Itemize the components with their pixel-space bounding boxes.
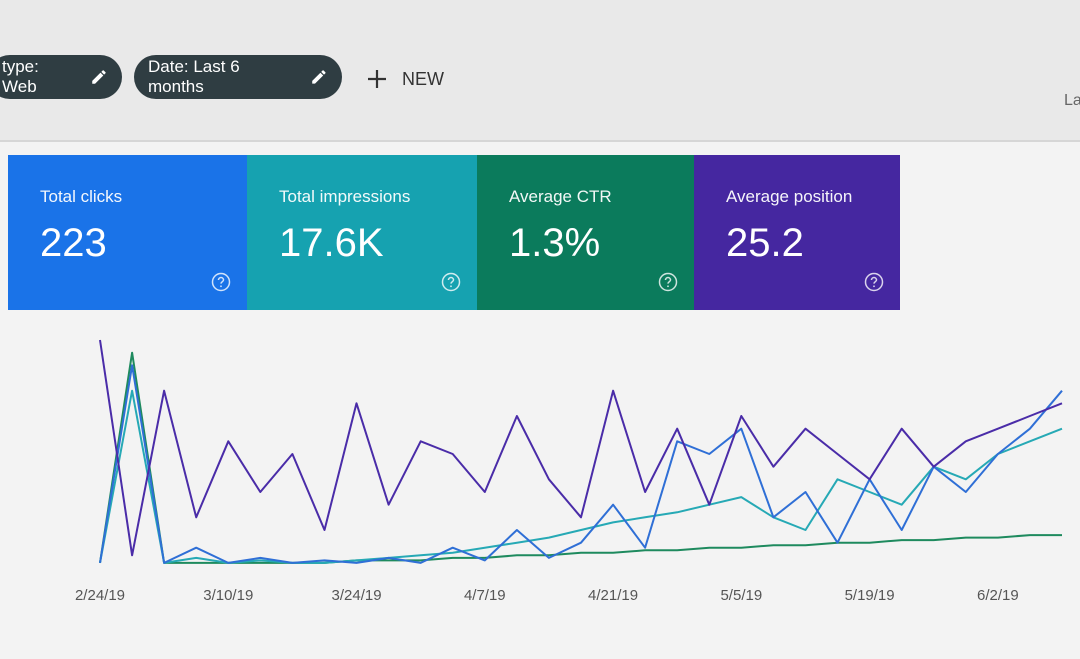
data-line xyxy=(99,339,1063,557)
help-icon[interactable] xyxy=(658,272,678,292)
help-icon[interactable] xyxy=(211,272,231,292)
metric-label: Average position xyxy=(726,187,853,206)
plus-icon xyxy=(368,70,386,88)
filter-chip[interactable]: Date: Last 6 months xyxy=(134,55,342,99)
x-tick-label: 2/24/19 xyxy=(75,587,125,604)
metric-value: 25.2 xyxy=(726,221,804,265)
data-line xyxy=(99,351,1062,564)
metric-label: Average CTR xyxy=(509,187,612,206)
chart: 2/24/19 3/10/19 3/24/19 4/7/19 4/21/19 5/5/19… xyxy=(75,339,1063,604)
metric-card[interactable]: Total clicks 223 xyxy=(8,155,247,310)
chip-label: Date: Last 6 months xyxy=(148,57,240,96)
new-label: NEW xyxy=(402,68,444,89)
metric-card[interactable]: Average position 25.2 xyxy=(694,155,900,310)
x-tick-label: 5/19/19 xyxy=(845,587,895,604)
toolbar: type: Web Date: Last 6 months NEW La xyxy=(0,0,1080,142)
x-tick-label: 4/21/19 xyxy=(588,587,638,604)
metric-value: 17.6K xyxy=(279,221,384,265)
metric-value: 223 xyxy=(40,221,107,265)
truncated-label: La xyxy=(1064,92,1080,109)
new-button[interactable]: NEW xyxy=(366,68,444,90)
help-icon[interactable] xyxy=(441,272,461,292)
x-tick-label: 3/10/19 xyxy=(203,587,253,604)
x-tick-label: 6/2/19 xyxy=(977,587,1019,604)
data-line xyxy=(99,364,1063,564)
metric-card[interactable]: Total impressions 17.6K xyxy=(247,155,477,310)
x-tick-label: 3/24/19 xyxy=(332,587,382,604)
x-tick-label: 4/7/19 xyxy=(464,587,506,604)
chip-label: type: Web xyxy=(2,57,39,96)
metric-label: Total clicks xyxy=(40,187,123,206)
edit-icon xyxy=(92,70,106,84)
edit-icon xyxy=(312,70,326,84)
filter-chip[interactable]: type: Web xyxy=(0,55,122,99)
x-tick-label: 5/5/19 xyxy=(720,587,762,604)
metric-card[interactable]: Average CTR 1.3% xyxy=(477,155,694,310)
metric-value: 1.3% xyxy=(509,221,601,265)
data-line xyxy=(99,389,1063,564)
metric-label: Total impressions xyxy=(279,187,411,206)
help-icon[interactable] xyxy=(864,272,884,292)
